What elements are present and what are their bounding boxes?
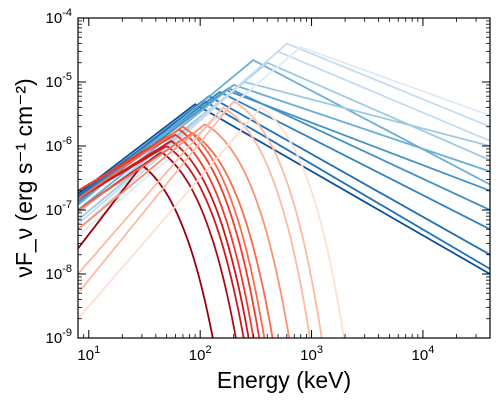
plot-frame: [77, 17, 491, 339]
y-tick-label: 10-6: [46, 135, 72, 155]
red-spectrum-line: [78, 106, 345, 338]
red-spectrum-line: [78, 131, 274, 338]
y-tick-label: 10-8: [46, 263, 72, 283]
y-axis-label: νF_ν (erg s⁻¹ cm⁻²): [11, 78, 37, 277]
x-axis-label: Energy (keV): [217, 367, 351, 393]
y-tick-label: 10-5: [46, 71, 72, 91]
x-tick-label: 103: [300, 344, 323, 364]
series-layer: [78, 42, 490, 338]
x-tick-label: 104: [412, 344, 435, 364]
y-tick-label: 10-7: [46, 199, 72, 219]
y-tick-label: 10-9: [46, 327, 72, 347]
red-spectrum-line: [78, 165, 214, 338]
x-tick-label: 102: [189, 344, 212, 364]
blue-spectrum-line: [78, 103, 490, 275]
ticks-layer: 101 102 103 104 10-9 10-8 10-7 10-6 10-5 10-4: [46, 7, 490, 364]
x-tick-label: 101: [77, 344, 100, 364]
red-spectrum-line: [78, 123, 291, 338]
y-tick-label: 10-4: [46, 7, 72, 27]
red-spectrum-line: [78, 106, 311, 338]
red-spectrum-line: [78, 125, 266, 338]
blue-spectrum-line: [78, 42, 490, 230]
red-spectrum-line: [78, 140, 250, 338]
blue-spectrum-line: [78, 46, 490, 237]
red-spectrum-line: [78, 100, 323, 338]
